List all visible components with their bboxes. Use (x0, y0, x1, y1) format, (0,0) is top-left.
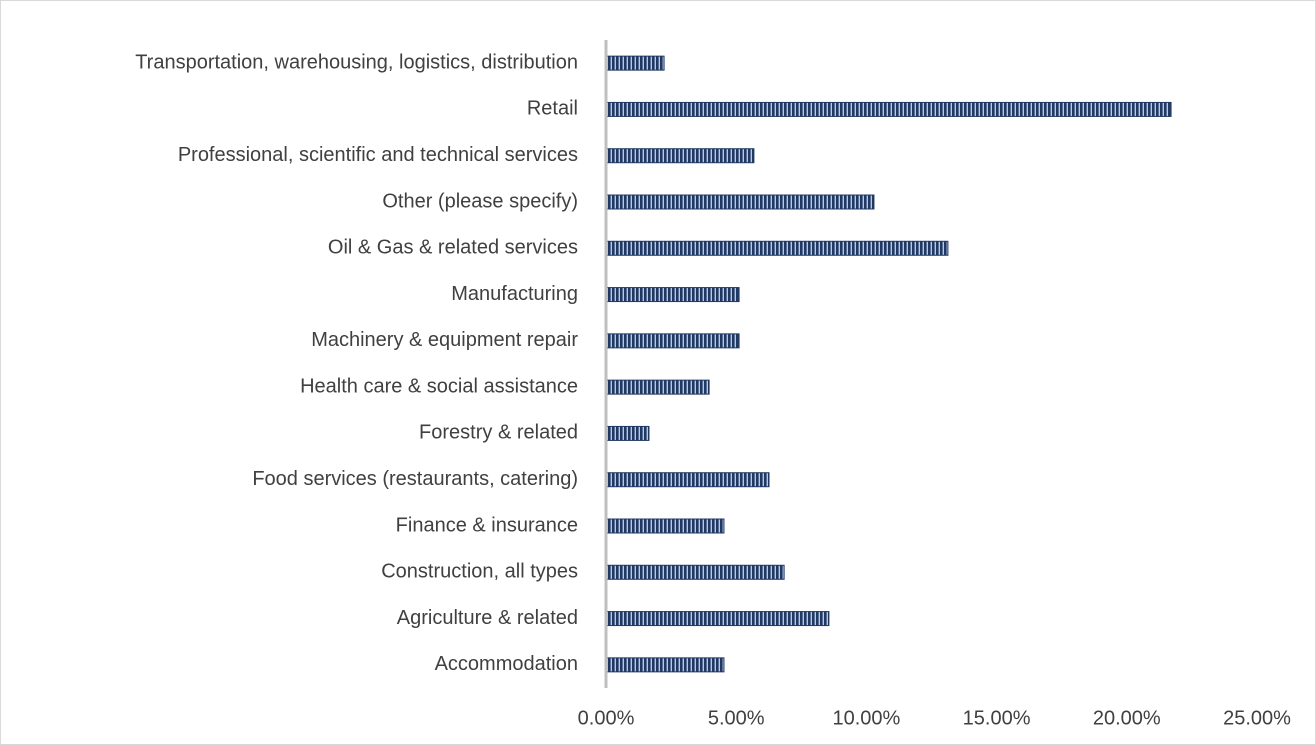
y-tick-label: Manufacturing (451, 283, 578, 305)
y-tick-label: Oil & Gas & related services (328, 237, 578, 259)
y-tick-label: Machinery & equipment repair (311, 329, 578, 351)
x-tick-label: 5.00% (708, 707, 765, 729)
bar (605, 148, 755, 164)
bar (605, 657, 725, 673)
x-tick-label: 20.00% (1093, 707, 1161, 729)
y-tick-label: Construction, all types (381, 561, 578, 583)
bar (605, 194, 875, 210)
bar (605, 287, 740, 303)
bar (605, 379, 710, 395)
bar (605, 333, 740, 349)
y-tick-label: Transportation, warehousing, logistics, … (135, 51, 578, 73)
bar (605, 472, 770, 488)
y-tick-label: Forestry & related (419, 422, 578, 444)
y-tick-label: Food services (restaurants, catering) (252, 468, 578, 490)
y-tick-label: Agriculture & related (397, 607, 578, 629)
bar (605, 518, 725, 534)
x-tick-label: 10.00% (832, 707, 900, 729)
y-tick-label: Finance & insurance (396, 514, 578, 536)
x-tick-label: 0.00% (578, 707, 635, 729)
y-tick-label: Professional, scientific and technical s… (178, 144, 578, 166)
x-tick-label: 25.00% (1223, 707, 1291, 729)
bar (605, 425, 650, 441)
y-tick-label: Health care & social assistance (300, 375, 578, 397)
bar (605, 564, 785, 580)
bar (605, 611, 830, 627)
y-tick-label: Retail (527, 98, 578, 120)
y-tick-label: Accommodation (435, 653, 578, 675)
x-tick-label: 15.00% (963, 707, 1031, 729)
y-tick-label: Other (please specify) (382, 190, 578, 212)
bar (605, 55, 665, 71)
bar (605, 240, 949, 256)
bar (605, 101, 1172, 117)
